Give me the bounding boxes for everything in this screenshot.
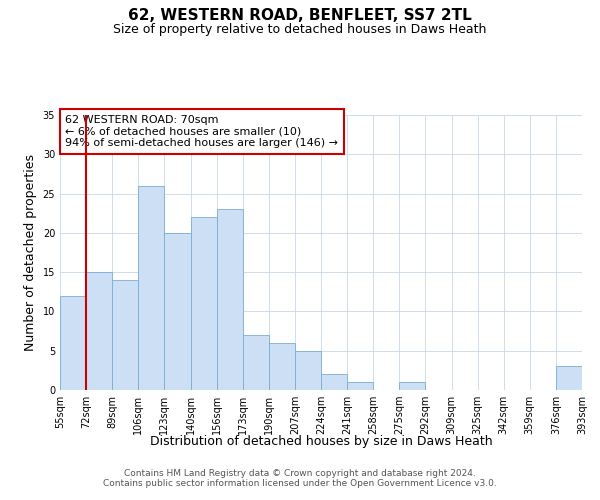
Bar — [191, 217, 217, 390]
Text: Contains public sector information licensed under the Open Government Licence v3: Contains public sector information licen… — [103, 478, 497, 488]
Bar — [321, 374, 347, 390]
Text: 62 WESTERN ROAD: 70sqm
← 6% of detached houses are smaller (10)
94% of semi-deta: 62 WESTERN ROAD: 70sqm ← 6% of detached … — [65, 115, 338, 148]
Bar — [556, 366, 582, 390]
Bar — [60, 296, 86, 390]
Text: 62, WESTERN ROAD, BENFLEET, SS7 2TL: 62, WESTERN ROAD, BENFLEET, SS7 2TL — [128, 8, 472, 22]
Y-axis label: Number of detached properties: Number of detached properties — [24, 154, 37, 351]
Text: Distribution of detached houses by size in Daws Heath: Distribution of detached houses by size … — [149, 435, 493, 448]
Bar — [295, 350, 321, 390]
Bar — [164, 233, 191, 390]
Bar — [347, 382, 373, 390]
Bar — [217, 210, 243, 390]
Bar — [139, 186, 164, 390]
Bar — [269, 343, 295, 390]
Bar — [243, 335, 269, 390]
Text: Contains HM Land Registry data © Crown copyright and database right 2024.: Contains HM Land Registry data © Crown c… — [124, 468, 476, 477]
Text: Size of property relative to detached houses in Daws Heath: Size of property relative to detached ho… — [113, 22, 487, 36]
Bar — [400, 382, 425, 390]
Bar — [86, 272, 112, 390]
Bar — [112, 280, 139, 390]
